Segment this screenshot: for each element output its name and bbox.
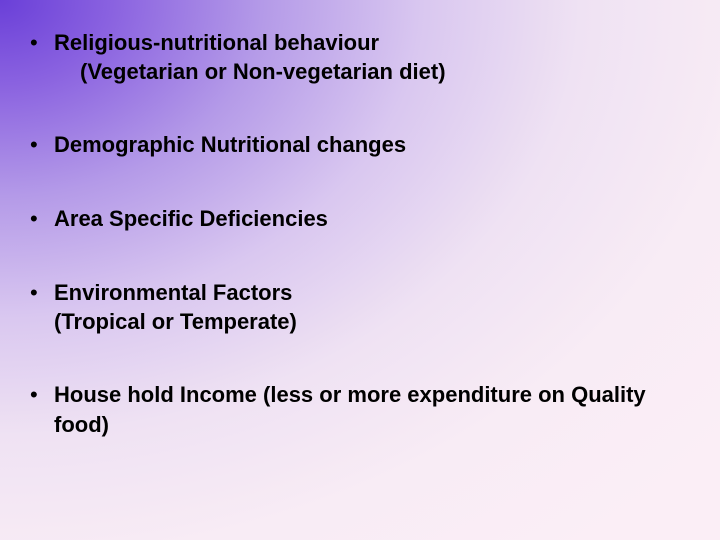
bullet-text-wrap: House hold Income (less or more expendit… (54, 380, 692, 440)
bullet-text-wrap: Religious-nutritional behaviour (Vegetar… (54, 28, 692, 86)
bullet-dot: • (28, 28, 54, 58)
spacer (28, 160, 692, 204)
bullet-text-wrap: Demographic Nutritional changes (54, 130, 692, 160)
bullet-text-wrap: Environmental Factors (Tropical or Tempe… (54, 278, 692, 336)
bullet-item-4: • Environmental Factors (Tropical or Tem… (28, 278, 692, 336)
bullet-main: Area Specific Deficiencies (54, 204, 692, 234)
bullet-dot: • (28, 278, 54, 308)
spacer (28, 234, 692, 278)
bullet-main: House hold Income (less or more expendit… (54, 380, 692, 440)
bullet-nest: (Tropical or Temperate) (54, 308, 692, 336)
slide: • Religious-nutritional behaviour (Veget… (0, 0, 720, 540)
bullet-item-3: • Area Specific Deficiencies (28, 204, 692, 234)
bullet-dot: • (28, 130, 54, 160)
spacer (28, 336, 692, 380)
bullet-item-5: • House hold Income (less or more expend… (28, 380, 692, 440)
bullet-item-2: • Demographic Nutritional changes (28, 130, 692, 160)
bullet-dot: • (28, 380, 54, 410)
bullet-sub: (Vegetarian or Non-vegetarian diet) (54, 58, 692, 86)
bullet-item-1: • Religious-nutritional behaviour (Veget… (28, 28, 692, 86)
bullet-dot: • (28, 204, 54, 234)
bullet-main: Religious-nutritional behaviour (54, 28, 692, 58)
bullet-text-wrap: Area Specific Deficiencies (54, 204, 692, 234)
spacer (28, 86, 692, 130)
bullet-main: Environmental Factors (54, 278, 692, 308)
bullet-main: Demographic Nutritional changes (54, 130, 692, 160)
